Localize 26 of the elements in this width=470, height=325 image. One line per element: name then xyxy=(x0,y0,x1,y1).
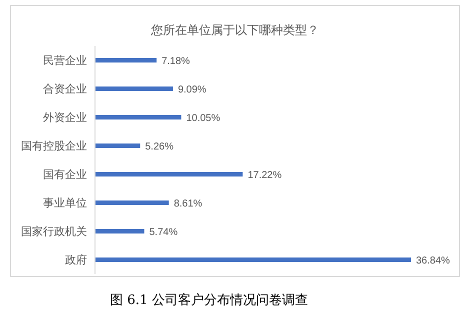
data-label: 8.61% xyxy=(174,198,202,210)
bar xyxy=(95,228,144,234)
data-label: 9.09% xyxy=(178,84,206,96)
data-label: 5.74% xyxy=(149,226,178,238)
y-tick-label: 政府 xyxy=(65,254,87,267)
y-tick-label: 国有企业 xyxy=(43,168,87,182)
chart-title: 您所在单位属于以下哪种类型？ xyxy=(150,22,320,39)
data-label: 36.84% xyxy=(416,255,450,266)
data-label: 5.26% xyxy=(145,141,174,152)
bar xyxy=(95,200,169,206)
caption: 图 6.1 公司客户分布情况问卷调查 xyxy=(110,292,308,309)
data-label: 17.22% xyxy=(248,170,282,181)
y-tick-label: 事业单位 xyxy=(43,196,87,210)
bar xyxy=(95,114,182,120)
bar xyxy=(95,257,411,262)
bar xyxy=(95,143,140,148)
bar xyxy=(95,58,157,63)
y-tick-label: 国有控股企业 xyxy=(21,140,87,153)
y-tick-label: 民营企业 xyxy=(43,54,87,68)
data-label: 10.05% xyxy=(186,112,220,124)
y-tick-label: 国家行政机关 xyxy=(21,225,87,238)
bar xyxy=(95,86,173,92)
y-tick-label: 外资企业 xyxy=(43,111,87,124)
data-label: 7.18% xyxy=(162,56,190,67)
bar xyxy=(95,172,243,177)
y-tick-label: 合资企业 xyxy=(43,82,87,96)
